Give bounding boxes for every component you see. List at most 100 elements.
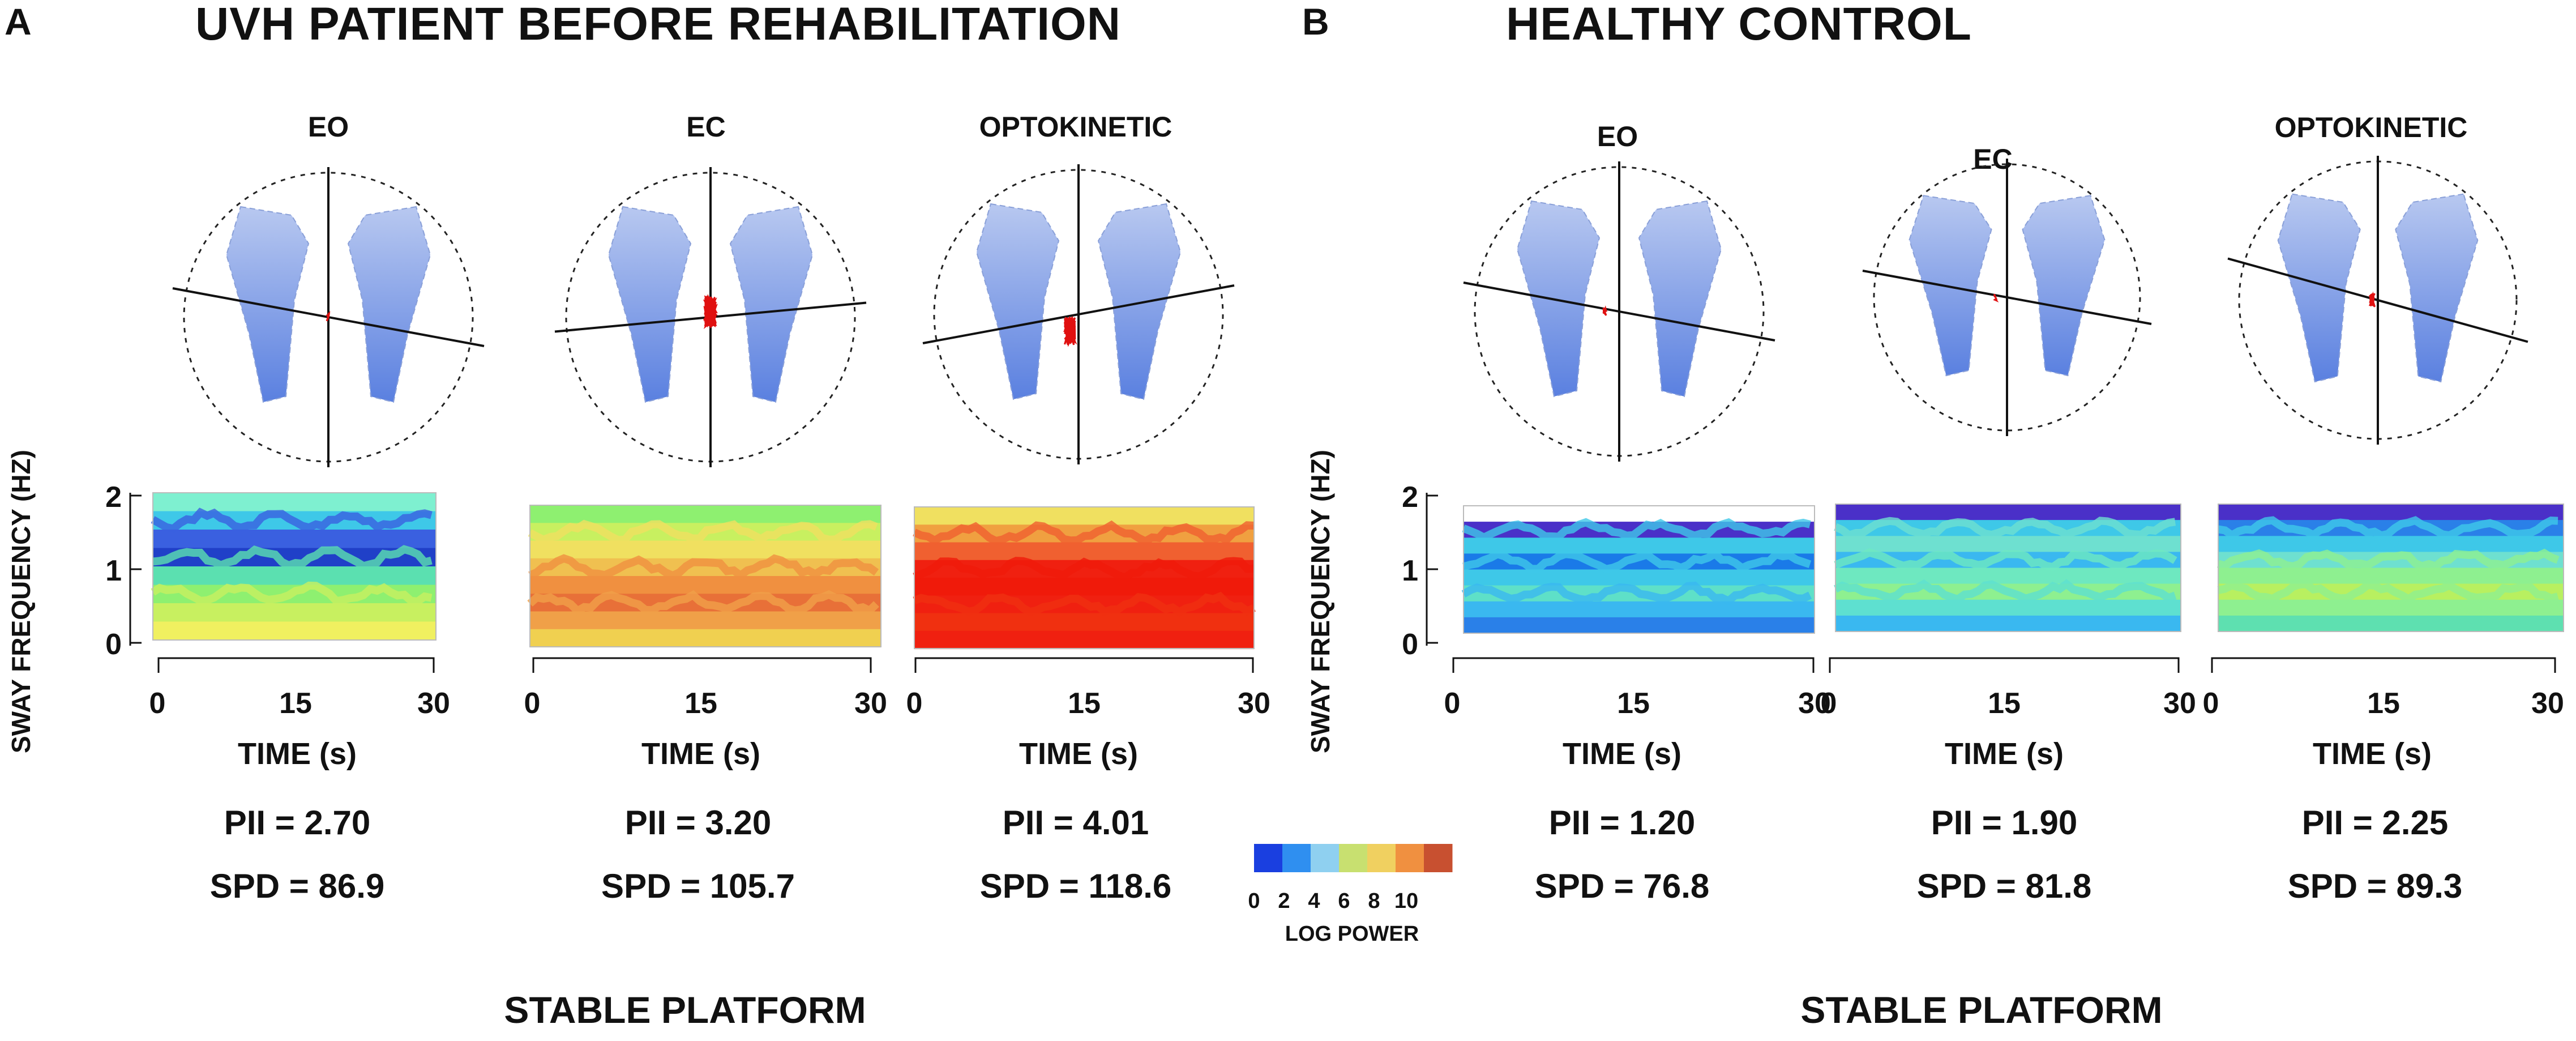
cop-trace	[326, 310, 331, 322]
spectrum-ridge	[913, 520, 1255, 546]
x-axis-b-op	[2211, 657, 2556, 673]
spectrum-ridge	[1462, 549, 1812, 574]
spectrogram-b-optokinetic	[2217, 504, 2564, 632]
spectrum-band	[2218, 599, 2564, 616]
colorbar-tick-10: 10	[1394, 889, 1419, 913]
x-tick-30-a-eo: 30	[417, 687, 450, 720]
x-tick-15-a-eo: 15	[279, 687, 312, 720]
colorbar-swatch	[1254, 844, 1283, 872]
colorbar-swatch	[1339, 844, 1368, 872]
spectrum-band	[153, 603, 436, 622]
spectrogram-b-ec	[1833, 504, 2181, 632]
x-label-b-op: TIME (s)	[2313, 737, 2432, 771]
panel-b-title: HEALTHY CONTROL	[1506, 0, 1972, 50]
spd-a-op: SPD = 118.6	[979, 867, 1172, 905]
colorbar-swatch	[1396, 844, 1424, 872]
x-tick-15-b-ec: 15	[1988, 687, 2021, 720]
spectrum-ridge	[913, 591, 1256, 617]
platform-label-a: STABLE PLATFORM	[504, 989, 866, 1031]
x-tick-30-b-op: 30	[2531, 687, 2564, 720]
y-axis-a	[129, 493, 142, 646]
left-foot	[2277, 193, 2361, 383]
spectrum-ridge	[1461, 581, 1812, 606]
spectrum-frame	[1463, 505, 1815, 634]
x-axis-a-eo	[157, 657, 435, 673]
spectrum-band	[530, 540, 881, 559]
spectrum-ridge	[1462, 518, 1811, 542]
cop-trace	[703, 293, 718, 330]
x-tick-0-b-ec: 0	[1820, 687, 1837, 720]
spectrum-band	[914, 630, 1254, 650]
x-tick-30-a-op: 30	[1238, 687, 1270, 720]
spectrum-frame	[152, 492, 437, 641]
platform-circle	[1873, 163, 2141, 432]
spectrum-ridge	[913, 557, 1255, 582]
cop-trace	[1063, 315, 1077, 347]
cond-a-eo: EO	[307, 111, 349, 143]
spd-a-ec: SPD = 105.7	[601, 867, 795, 905]
spectrum-band	[914, 542, 1254, 561]
spectrum-band	[1464, 506, 1815, 523]
colorbar	[1254, 844, 1453, 872]
cop-trace	[1993, 293, 1999, 302]
spd-b-eo: SPD = 76.8	[1534, 867, 1710, 905]
cop-trace	[1602, 305, 1607, 316]
y-axis-label-a: SWAY FREQUENCY (HZ)	[6, 450, 36, 753]
spectrum-ridge	[528, 554, 879, 581]
right-foot	[347, 206, 431, 403]
spectrogram-b-eo	[1461, 505, 1815, 634]
spectrum-ridge	[1833, 579, 2177, 604]
x-label-a-op: TIME (s)	[1019, 737, 1138, 771]
colorbar-tick-2: 2	[1278, 889, 1290, 913]
spectrum-ridge	[152, 545, 433, 570]
x-tick-15-a-ec: 15	[684, 687, 717, 720]
spectrum-band	[530, 505, 881, 524]
x-tick-0-b-op: 0	[2202, 687, 2219, 720]
spectrum-band	[1464, 537, 1815, 554]
spectrum-frame	[914, 506, 1255, 649]
spectrum-band	[914, 507, 1254, 526]
spectrum-ridge	[1834, 548, 2177, 571]
spectrum-band	[153, 621, 436, 641]
x-label-b-ec: TIME (s)	[1945, 737, 2064, 771]
spectrum-band	[1835, 536, 2181, 553]
x-tick-30-a-ec: 30	[854, 687, 887, 720]
spectrum-band	[530, 576, 881, 595]
spd-b-op: SPD = 89.3	[2287, 867, 2463, 905]
spectrum-band	[914, 578, 1254, 596]
spectrum-band	[153, 493, 436, 512]
x-axis-b-eo	[1452, 657, 1815, 673]
colorbar-tick-0: 0	[1248, 889, 1260, 913]
colorbar-swatch	[1424, 844, 1453, 872]
spd-b-ec: SPD = 81.8	[1916, 867, 2092, 905]
colorbar-title: LOG POWER	[1285, 922, 1419, 946]
right-foot	[1097, 203, 1182, 400]
cond-b-opto: OPTOKINETIC	[2274, 112, 2468, 143]
x-tick-15-b-op: 15	[2367, 687, 2400, 720]
cond-a-ec: EC	[686, 111, 726, 143]
spectrum-ridge	[2217, 580, 2559, 604]
spectrum-band	[153, 566, 436, 586]
colorbar-swatch	[1367, 844, 1396, 872]
spectrum-ridge	[151, 581, 433, 605]
x-label-b-eo: TIME (s)	[1563, 737, 1681, 771]
spectrum-frame	[1835, 504, 2181, 632]
right-foot	[1638, 200, 1722, 398]
right-foot	[2395, 193, 2479, 383]
y-axis-b	[1426, 493, 1438, 646]
spectrum-band	[2218, 615, 2564, 632]
left-foot	[1909, 195, 1992, 377]
pii-b-eo: PII = 1.20	[1548, 804, 1696, 842]
cop-trace	[2368, 291, 2376, 308]
spectrum-band	[1464, 569, 1815, 586]
y-tick-0-b: 0	[1402, 628, 1418, 661]
y-tick-1-b: 1	[1402, 554, 1418, 587]
spectrum-band	[2218, 536, 2564, 553]
right-foot	[2022, 195, 2106, 377]
spectrum-band	[530, 629, 881, 648]
spectrum-band	[1835, 615, 2181, 632]
right-foot	[729, 206, 814, 403]
colorbar-swatch	[1311, 844, 1340, 872]
